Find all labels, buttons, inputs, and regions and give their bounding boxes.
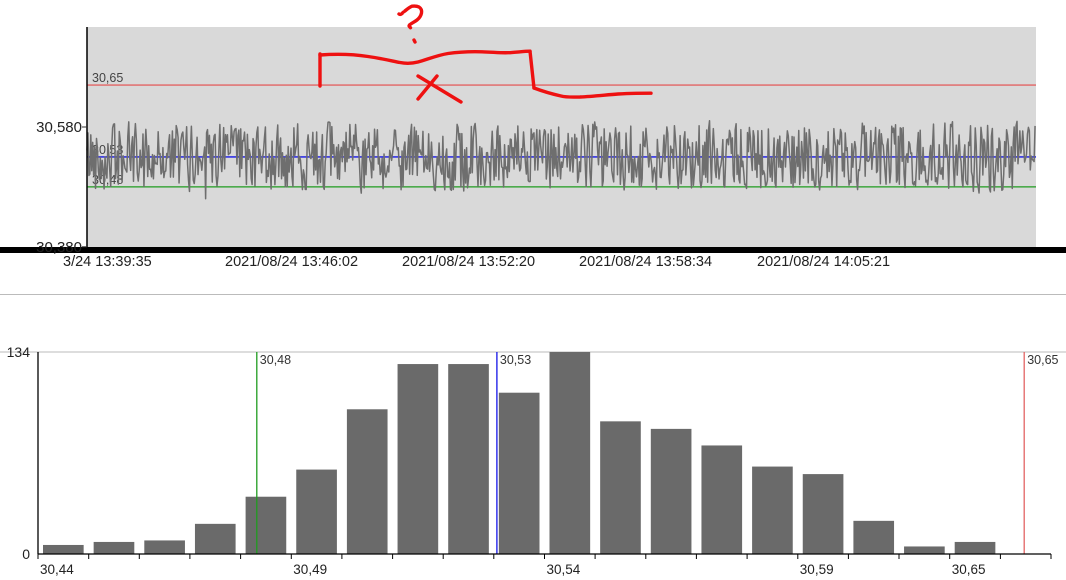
svg-text:2021/08/24 13:52:20: 2021/08/24 13:52:20 xyxy=(402,254,535,270)
svg-text:2021/08/24 13:46:02: 2021/08/24 13:46:02 xyxy=(225,254,358,270)
svg-text:0: 0 xyxy=(22,546,30,562)
svg-text:30,65: 30,65 xyxy=(1027,353,1058,367)
svg-text:3/24 13:39:35: 3/24 13:39:35 xyxy=(63,254,152,270)
svg-text:2021/08/24 14:05:21: 2021/08/24 14:05:21 xyxy=(757,254,890,270)
svg-text:30,65: 30,65 xyxy=(952,562,986,577)
svg-text:30,44: 30,44 xyxy=(40,562,74,577)
svg-text:134: 134 xyxy=(7,344,31,360)
svg-text:30,49: 30,49 xyxy=(293,562,327,577)
svg-text:30,59: 30,59 xyxy=(800,562,834,577)
svg-text:30,580: 30,580 xyxy=(36,119,82,136)
svg-text:30,65: 30,65 xyxy=(92,71,123,85)
svg-text:30,53: 30,53 xyxy=(500,353,531,367)
svg-text:30,48: 30,48 xyxy=(260,353,291,367)
svg-text:2021/08/24 13:58:34: 2021/08/24 13:58:34 xyxy=(579,254,712,270)
svg-text:30,54: 30,54 xyxy=(547,562,581,577)
